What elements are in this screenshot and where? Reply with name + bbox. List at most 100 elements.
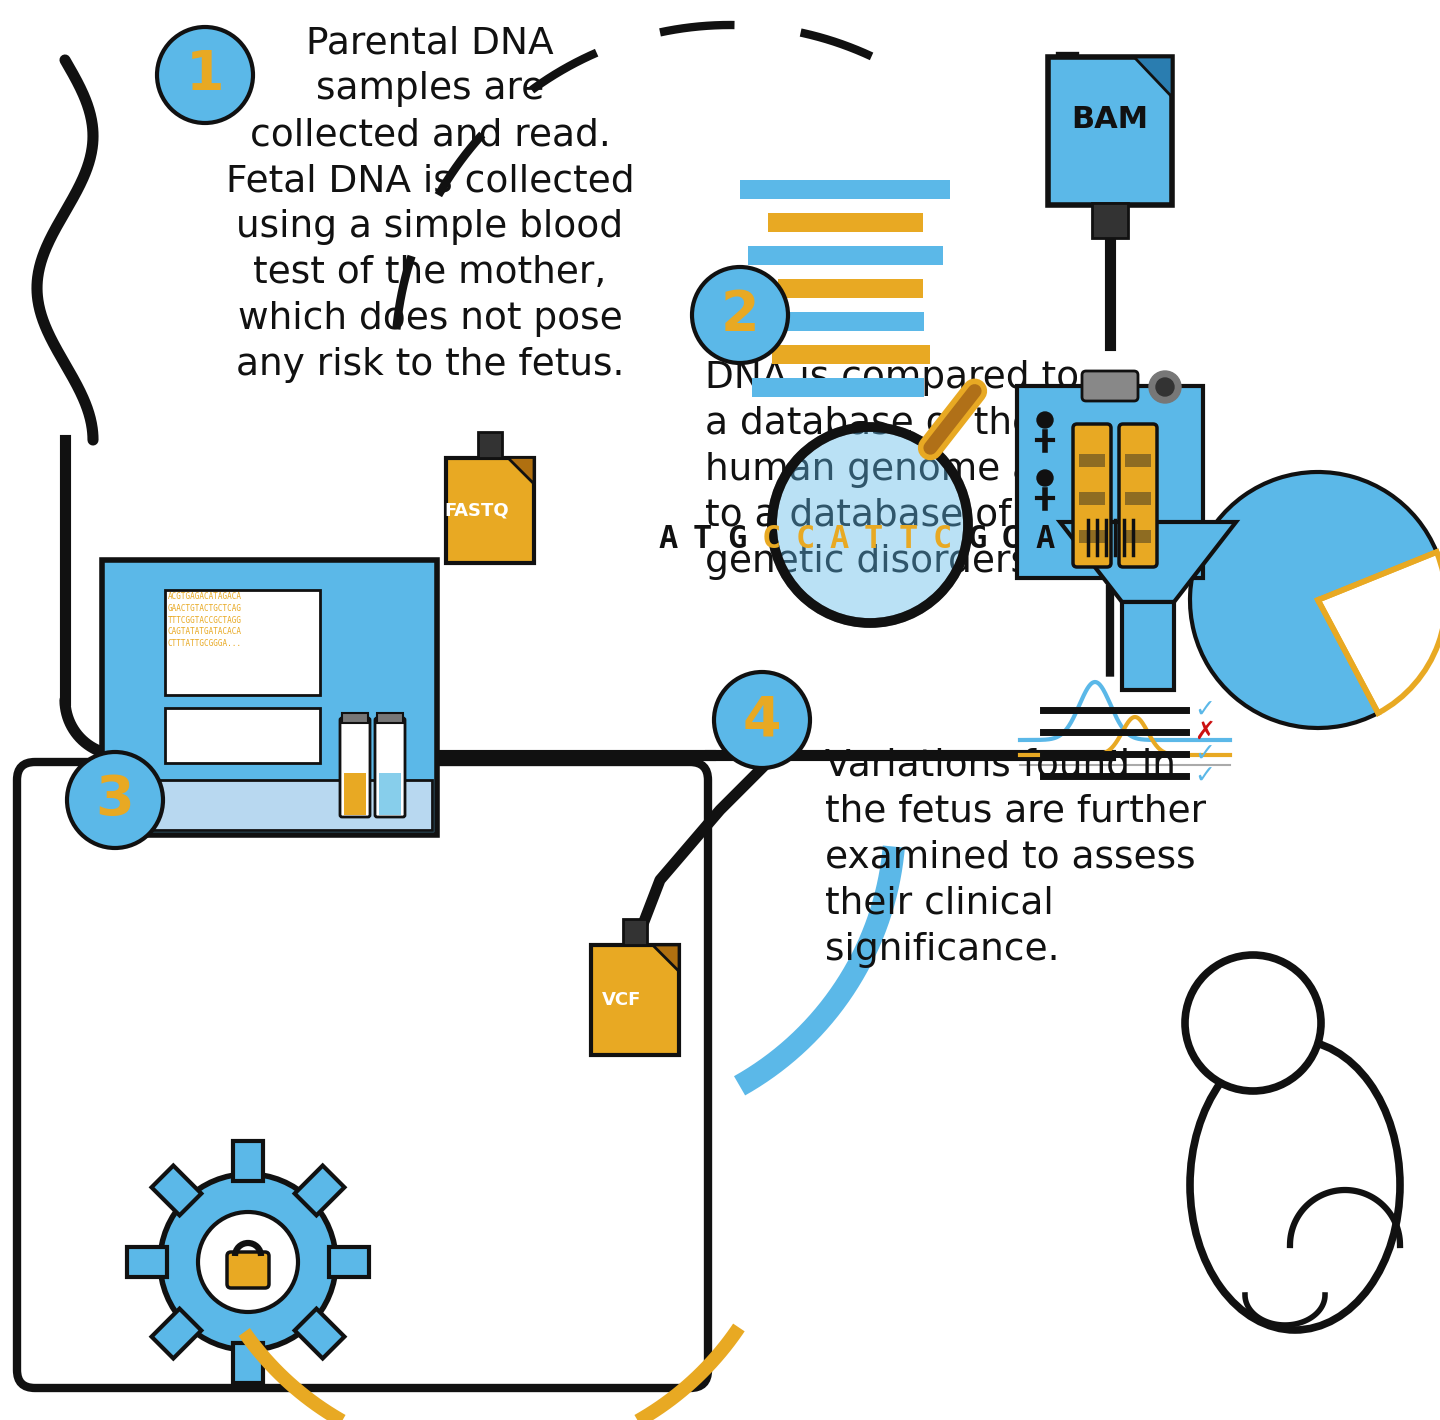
Text: genetic disorders.: genetic disorders. bbox=[706, 544, 1043, 579]
Text: test of the mother,: test of the mother, bbox=[253, 256, 606, 291]
FancyBboxPatch shape bbox=[344, 772, 366, 815]
Text: 1: 1 bbox=[186, 48, 225, 102]
FancyBboxPatch shape bbox=[1119, 425, 1156, 567]
Circle shape bbox=[772, 427, 968, 623]
FancyBboxPatch shape bbox=[772, 345, 930, 364]
Polygon shape bbox=[151, 1166, 202, 1216]
Text: ✓: ✓ bbox=[1194, 743, 1215, 765]
FancyBboxPatch shape bbox=[374, 719, 405, 816]
FancyBboxPatch shape bbox=[1081, 371, 1138, 400]
FancyBboxPatch shape bbox=[1048, 57, 1172, 204]
FancyBboxPatch shape bbox=[747, 246, 943, 266]
Text: a database of the: a database of the bbox=[706, 406, 1035, 442]
Text: C: C bbox=[1001, 524, 1021, 555]
FancyBboxPatch shape bbox=[340, 719, 370, 816]
Text: ✓: ✓ bbox=[1194, 764, 1215, 788]
Text: Variations found in: Variations found in bbox=[825, 748, 1176, 784]
Circle shape bbox=[68, 753, 163, 848]
Circle shape bbox=[160, 1174, 336, 1350]
Text: Parental DNA: Parental DNA bbox=[307, 26, 554, 61]
FancyBboxPatch shape bbox=[166, 709, 320, 763]
Text: to a database of rare: to a database of rare bbox=[706, 498, 1100, 534]
Polygon shape bbox=[330, 1247, 369, 1278]
Text: T: T bbox=[864, 524, 883, 555]
Text: An algorithm: An algorithm bbox=[194, 792, 436, 828]
Circle shape bbox=[1185, 956, 1320, 1091]
Text: G: G bbox=[727, 524, 746, 555]
Polygon shape bbox=[652, 944, 680, 971]
Polygon shape bbox=[233, 1142, 264, 1180]
FancyBboxPatch shape bbox=[1125, 491, 1151, 506]
Polygon shape bbox=[127, 1247, 167, 1278]
Polygon shape bbox=[233, 1343, 264, 1383]
Text: G: G bbox=[966, 524, 986, 555]
FancyBboxPatch shape bbox=[17, 763, 708, 1387]
FancyBboxPatch shape bbox=[1125, 530, 1151, 542]
FancyBboxPatch shape bbox=[1017, 386, 1202, 578]
Text: in the parents, and: in the parents, and bbox=[137, 976, 492, 1012]
FancyBboxPatch shape bbox=[478, 432, 503, 459]
Text: A: A bbox=[658, 524, 678, 555]
Text: 2: 2 bbox=[720, 288, 759, 342]
FancyBboxPatch shape bbox=[1092, 203, 1128, 239]
Polygon shape bbox=[295, 1166, 344, 1216]
Text: 4: 4 bbox=[743, 693, 782, 747]
Text: A: A bbox=[1035, 524, 1054, 555]
Text: genetic variations found: genetic variations found bbox=[86, 930, 543, 966]
Text: collected and read.: collected and read. bbox=[249, 116, 611, 153]
Text: using a simple blood: using a simple blood bbox=[236, 209, 624, 246]
Text: T: T bbox=[693, 524, 711, 555]
Text: samples are: samples are bbox=[315, 71, 544, 106]
Circle shape bbox=[157, 27, 253, 124]
Text: their clinical: their clinical bbox=[825, 886, 1054, 922]
FancyBboxPatch shape bbox=[752, 378, 924, 398]
Circle shape bbox=[1156, 378, 1174, 396]
Text: DNA, compares it to: DNA, compares it to bbox=[127, 885, 504, 920]
FancyBboxPatch shape bbox=[744, 312, 924, 331]
Text: C: C bbox=[762, 524, 780, 555]
FancyBboxPatch shape bbox=[379, 772, 400, 815]
Text: which does not pose: which does not pose bbox=[238, 301, 622, 337]
FancyBboxPatch shape bbox=[1079, 491, 1104, 506]
Circle shape bbox=[693, 267, 788, 364]
FancyBboxPatch shape bbox=[1122, 602, 1174, 690]
Text: A: A bbox=[829, 524, 850, 555]
FancyBboxPatch shape bbox=[778, 278, 923, 298]
FancyBboxPatch shape bbox=[1079, 530, 1104, 542]
Text: 3: 3 bbox=[95, 772, 134, 826]
FancyBboxPatch shape bbox=[590, 944, 680, 1055]
Polygon shape bbox=[295, 1309, 344, 1359]
Text: any risk to the fetus.: any risk to the fetus. bbox=[236, 346, 624, 383]
Wedge shape bbox=[1318, 552, 1440, 713]
Circle shape bbox=[714, 672, 809, 768]
Text: DNA is compared to: DNA is compared to bbox=[706, 361, 1079, 396]
Text: the fetus are further: the fetus are further bbox=[825, 794, 1207, 831]
Text: BAM: BAM bbox=[1071, 105, 1149, 135]
Text: significance.: significance. bbox=[825, 932, 1060, 968]
Wedge shape bbox=[1189, 471, 1437, 728]
Text: examined to assess: examined to assess bbox=[825, 841, 1195, 876]
Text: human genome and: human genome and bbox=[706, 452, 1083, 488]
FancyBboxPatch shape bbox=[166, 589, 320, 694]
FancyBboxPatch shape bbox=[102, 559, 436, 835]
Text: ✗: ✗ bbox=[1194, 720, 1215, 744]
Ellipse shape bbox=[1189, 1039, 1400, 1331]
FancyBboxPatch shape bbox=[107, 780, 432, 831]
FancyBboxPatch shape bbox=[768, 213, 923, 231]
Polygon shape bbox=[151, 1309, 202, 1359]
Text: C: C bbox=[795, 524, 815, 555]
Text: maps fetal mutations.: maps fetal mutations. bbox=[109, 1022, 521, 1058]
Text: Fetal DNA is collected: Fetal DNA is collected bbox=[226, 163, 634, 199]
Polygon shape bbox=[508, 457, 534, 484]
Text: T: T bbox=[899, 524, 917, 555]
Polygon shape bbox=[1135, 57, 1172, 97]
FancyBboxPatch shape bbox=[1079, 454, 1104, 467]
FancyBboxPatch shape bbox=[740, 180, 950, 199]
FancyBboxPatch shape bbox=[1073, 425, 1112, 567]
Text: FASTQ: FASTQ bbox=[445, 501, 510, 518]
FancyBboxPatch shape bbox=[1125, 454, 1151, 467]
Circle shape bbox=[1037, 470, 1053, 486]
FancyBboxPatch shape bbox=[624, 919, 647, 944]
Circle shape bbox=[1149, 371, 1181, 403]
Text: ACGTGAGACATAGACA
GAACTGTACTGCTCAG
TTTCGGTACCGCTAGG
CAGTATATGATACACA
CTTTATTGCGGG: ACGTGAGACATAGACA GAACTGTACTGCTCAG TTTCGG… bbox=[168, 592, 242, 648]
